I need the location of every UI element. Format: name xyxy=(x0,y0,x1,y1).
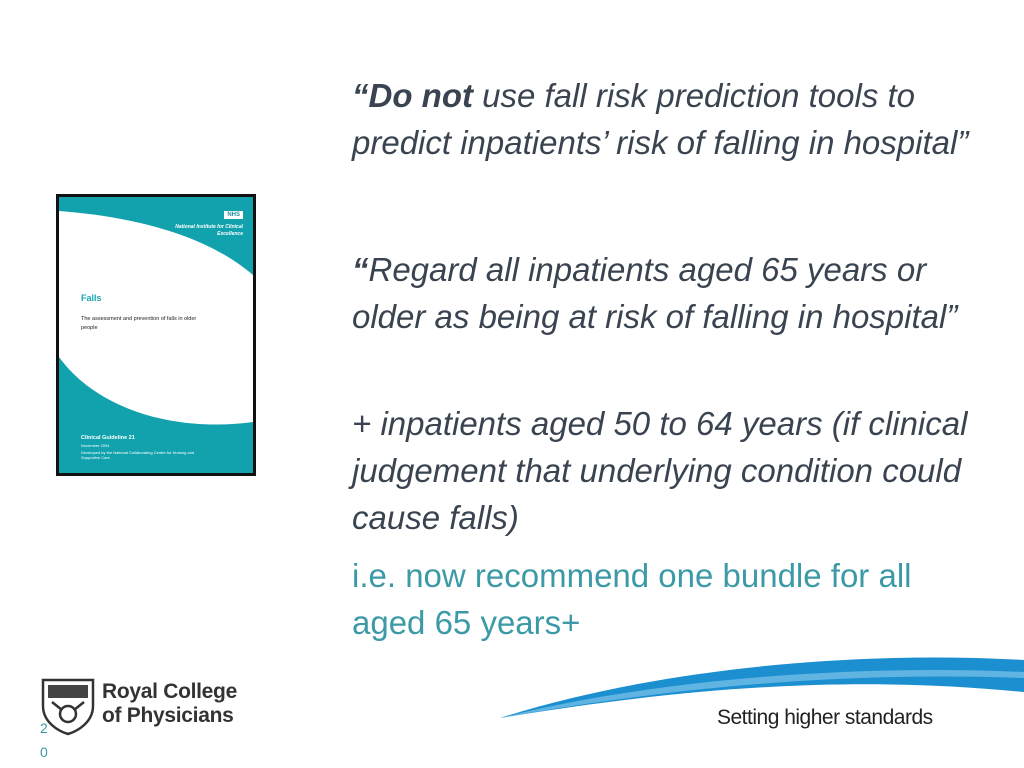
cover-date: November 2004 xyxy=(81,443,110,448)
quote-do-not-use-tools: “Do not use fall risk prediction tools t… xyxy=(352,72,992,166)
guideline-cover-image: NHS National Institute for Clinical Exce… xyxy=(56,194,256,476)
quote1-emphasis: Do not xyxy=(368,77,473,114)
cover-developer: Developed by the National Collaborating … xyxy=(81,450,195,460)
inpatients-50-64-note: + inpatients aged 50 to 64 years (if cli… xyxy=(352,405,968,536)
cover-wave-graphic xyxy=(59,197,253,473)
cover-title: Falls xyxy=(81,293,102,303)
rcp-crest-logo xyxy=(41,678,95,736)
quote1-text: use fall risk prediction tools to predic… xyxy=(352,77,969,161)
tagline: Setting higher standards xyxy=(717,706,933,729)
recommendation-summary: i.e. now recommend one bundle for all ag… xyxy=(352,557,912,641)
quote2-text: Regard all inpatients aged 65 years or o… xyxy=(352,251,958,335)
page-number: 20 xyxy=(40,720,48,760)
rcp-line1: Royal College xyxy=(102,680,237,703)
quote-regard-inpatients: “Regard all inpatients aged 65 years or … xyxy=(352,246,992,340)
cover-guideline: Clinical Guideline 21 xyxy=(81,435,135,441)
quote1-open: “ xyxy=(352,77,369,114)
rcp-wordmark: Royal College of Physicians xyxy=(102,680,237,728)
quote2-open: “ xyxy=(352,251,369,288)
cover-institute: National Institute for Clinical Excellen… xyxy=(175,224,243,237)
cover-subtitle: The assessment and prevention of falls i… xyxy=(81,316,197,331)
cover-nhs-badge: NHS xyxy=(224,211,243,219)
rcp-line2: of Physicians xyxy=(102,704,234,727)
